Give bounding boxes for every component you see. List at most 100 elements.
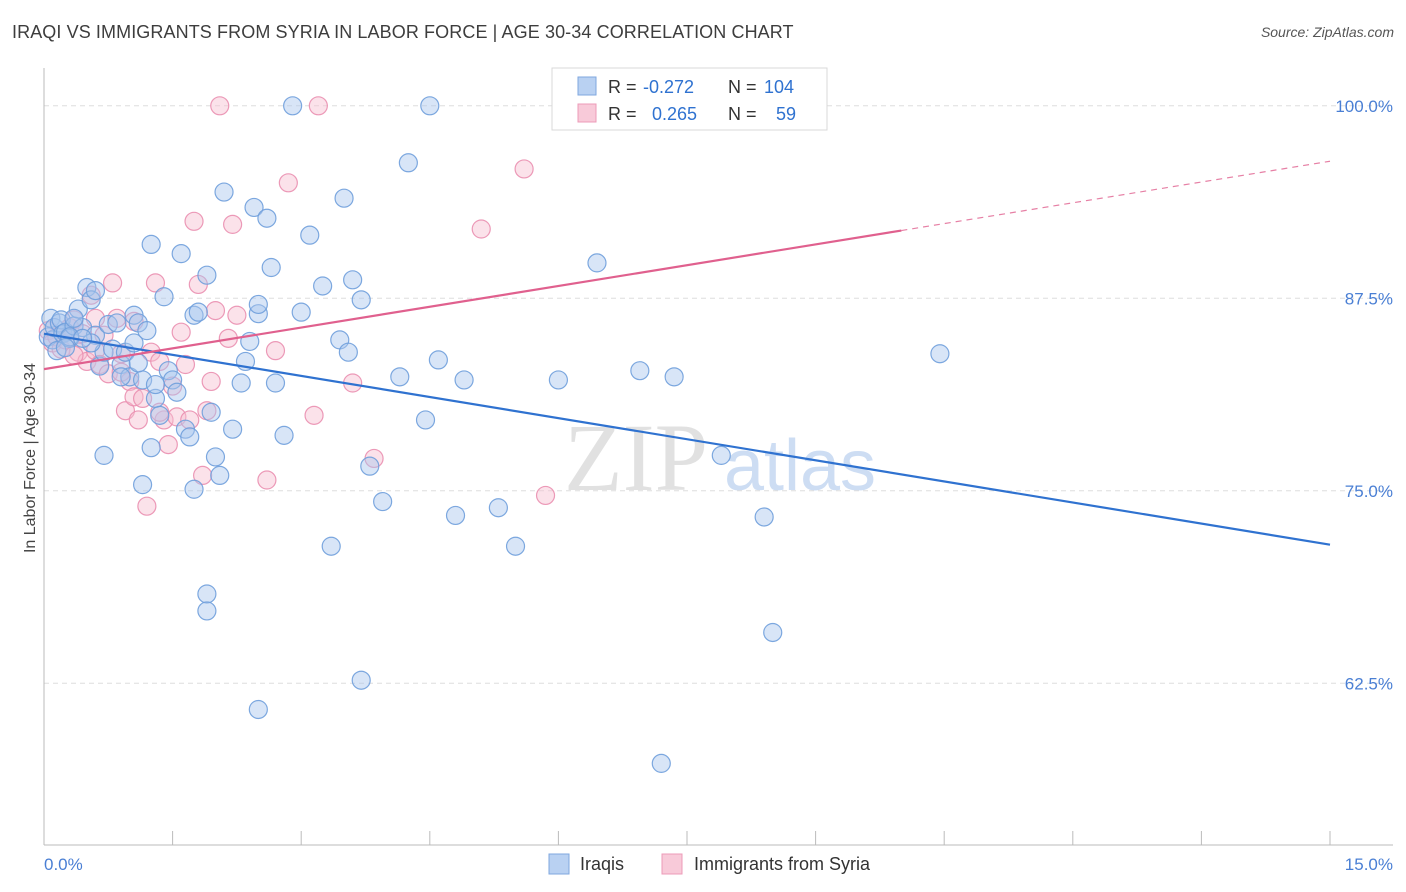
source-credit: Source: ZipAtlas.com xyxy=(1260,24,1394,40)
legend-n-label-syria: N = xyxy=(728,104,757,124)
y-tick-label: 75.0% xyxy=(1345,482,1393,501)
iraqis-point xyxy=(283,96,303,116)
iraqis-point xyxy=(137,321,157,341)
iraqis-point xyxy=(360,456,380,476)
watermark-zip: ZIP xyxy=(564,404,708,511)
iraqis-point xyxy=(167,382,187,402)
series-legend: Iraqis Immigrants from Syria xyxy=(548,853,871,875)
bottom-legend-label-iraqis: Iraqis xyxy=(580,854,624,874)
iraqis-point xyxy=(274,425,294,445)
iraqis-point xyxy=(205,447,226,467)
iraqis-point xyxy=(81,290,101,310)
legend-swatch-iraqis xyxy=(577,76,597,96)
syria-point xyxy=(308,96,328,116)
iraqis-point xyxy=(141,438,161,458)
iraqis-point xyxy=(184,479,204,499)
iraqis-point xyxy=(128,353,148,373)
iraqis-point xyxy=(64,308,84,328)
correlation-legend: R = -0.272 N = 104 R = 0.265 N = 59 xyxy=(551,67,828,131)
iraqis-point xyxy=(505,536,526,556)
iraqis-point xyxy=(214,182,234,202)
iraqis-point xyxy=(145,374,166,395)
syria-point xyxy=(128,410,148,430)
syria-point xyxy=(137,496,157,516)
syria-point xyxy=(210,96,230,116)
syria-point xyxy=(471,219,491,239)
iraqis-point xyxy=(107,313,127,333)
syria-point xyxy=(265,341,286,361)
iraqis-point xyxy=(257,208,277,228)
legend-r-label-syria: R = xyxy=(608,104,637,124)
iraqis-point xyxy=(171,244,191,264)
iraqis-point xyxy=(338,342,358,362)
iraqis-point xyxy=(343,270,363,290)
iraqis-point xyxy=(711,445,731,465)
bottom-legend-swatch-iraqis xyxy=(548,853,570,875)
iraqis-point xyxy=(141,234,161,254)
iraqis-point xyxy=(390,367,410,387)
iraqis-point xyxy=(158,361,178,381)
iraqis-point xyxy=(85,281,106,301)
iraqis-point xyxy=(930,344,950,364)
bottom-legend-label-syria: Immigrants from Syria xyxy=(694,854,871,874)
legend-r-label-iraqis: R = xyxy=(608,77,637,97)
iraqis-point xyxy=(49,313,70,333)
iraqis-point xyxy=(488,498,508,518)
iraqis-point xyxy=(248,699,268,720)
syria-point xyxy=(171,322,191,342)
iraqis-point xyxy=(231,373,251,393)
iraqis-point xyxy=(587,253,607,273)
iraqis-point xyxy=(630,361,650,381)
legend-r-value-syria: 0.265 xyxy=(652,104,697,124)
iraqis-point xyxy=(300,225,320,245)
syria-point xyxy=(257,470,277,490)
iraqis-point xyxy=(94,445,114,465)
syria-point xyxy=(111,362,131,382)
iraqis-point xyxy=(351,670,371,690)
syria-point xyxy=(304,405,324,425)
iraqis-point xyxy=(445,505,466,526)
iraqis-point xyxy=(55,337,76,358)
series-iraqis-points xyxy=(38,96,950,773)
syria-point xyxy=(514,159,534,179)
x-tick-label-min: 0.0% xyxy=(44,855,83,874)
x-tick-label-max: 15.0% xyxy=(1345,855,1393,874)
iraqis-point xyxy=(420,96,440,116)
syria-point xyxy=(278,173,298,193)
iraqis-point xyxy=(197,584,217,604)
syria-point xyxy=(180,410,200,430)
legend-n-label-iraqis: N = xyxy=(728,77,757,97)
syria-point xyxy=(158,435,178,455)
iraqis-point xyxy=(664,367,684,387)
bottom-legend-swatch-syria xyxy=(661,853,683,875)
iraqis-point xyxy=(201,402,221,422)
iraqis-point xyxy=(210,465,230,485)
iraqis-point xyxy=(197,601,217,621)
iraqis-point xyxy=(398,153,418,173)
iraqis-trend-line xyxy=(43,332,1331,546)
y-tick-label: 62.5% xyxy=(1345,674,1393,693)
grid-lines xyxy=(44,105,1393,684)
iraqis-point xyxy=(261,257,281,278)
syria-point xyxy=(193,465,213,485)
syria-point xyxy=(184,211,204,231)
legend-n-value-syria: 59 xyxy=(776,104,796,124)
iraqis-point xyxy=(313,276,333,296)
iraqis-point xyxy=(373,491,393,512)
syria-trend-line xyxy=(43,229,902,371)
iraqis-point xyxy=(223,419,243,439)
y-tick-label: 87.5% xyxy=(1345,289,1393,308)
syria-point xyxy=(227,305,247,325)
syria-point xyxy=(115,401,136,421)
axes xyxy=(43,68,1393,846)
legend-n-value-iraqis: 104 xyxy=(764,77,794,97)
trend-lines xyxy=(43,160,1331,546)
y-axis-label: In Labor Force | Age 30-34 xyxy=(22,363,39,553)
iraqis-point xyxy=(150,405,170,425)
y-tick-label: 100.0% xyxy=(1335,97,1393,116)
y-tick-labels: 100.0% 87.5% 75.0% 62.5% xyxy=(1335,97,1393,693)
iraqis-point xyxy=(651,753,671,773)
syria-point xyxy=(223,214,243,234)
iraqis-point xyxy=(321,536,341,556)
